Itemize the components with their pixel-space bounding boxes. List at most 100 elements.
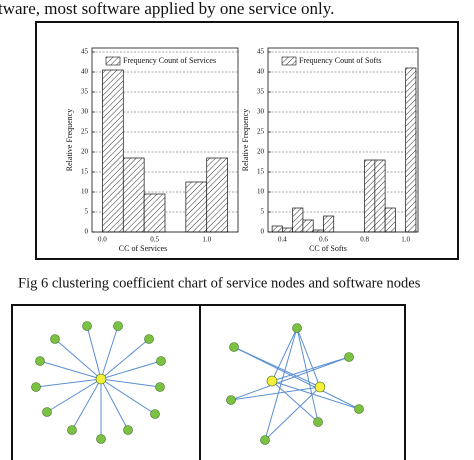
x-tick-label: 1.0 — [401, 236, 410, 244]
y-tick-label: 0 — [85, 228, 89, 236]
edge — [230, 356, 350, 401]
bar — [405, 67, 417, 233]
bar — [384, 207, 396, 233]
node — [42, 407, 52, 417]
y-tick-label: 45 — [81, 48, 89, 56]
node — [344, 352, 354, 362]
edge — [71, 378, 102, 431]
node — [144, 334, 154, 344]
legend-swatch — [281, 56, 297, 66]
x-axis-label: CC of Services — [119, 244, 167, 253]
edge — [271, 380, 360, 410]
edge — [100, 325, 119, 380]
axes-frame — [91, 47, 239, 233]
y-tick-label: 15 — [81, 168, 89, 176]
node — [113, 321, 123, 331]
legend-label: Frequency Count of Softs — [299, 56, 381, 65]
node — [229, 342, 239, 352]
edge — [86, 325, 102, 380]
node — [266, 375, 278, 387]
node — [314, 381, 326, 393]
edge — [264, 327, 298, 441]
node — [226, 395, 236, 405]
edge — [100, 378, 156, 415]
y-axis-label: Relative Frequency — [65, 109, 74, 171]
edge — [271, 380, 319, 423]
edge — [100, 360, 162, 380]
edge — [233, 346, 360, 410]
y-tick-label: 10 — [257, 188, 265, 196]
y-tick-label: 30 — [257, 108, 265, 116]
edge — [100, 378, 161, 388]
node — [50, 334, 60, 344]
node — [150, 409, 160, 419]
node — [82, 321, 92, 331]
edge — [46, 378, 102, 413]
node — [156, 356, 166, 366]
edge — [271, 356, 350, 382]
y-tick-label: 40 — [257, 68, 265, 76]
x-axis-label: CC of Softs — [309, 244, 347, 253]
bar — [364, 159, 376, 233]
bar — [292, 207, 304, 233]
y-tick-label: 35 — [81, 88, 89, 96]
y-tick-label: 35 — [257, 88, 265, 96]
y-tick-label: 40 — [81, 68, 89, 76]
figure-frame — [35, 21, 459, 260]
body-text: tware, most software applied by one serv… — [0, 0, 334, 18]
y-tick-label: 5 — [85, 208, 89, 216]
y-tick-label: 30 — [81, 108, 89, 116]
y-tick-label: 0 — [261, 228, 265, 236]
legend-swatch — [105, 56, 121, 66]
y-tick-label: 25 — [81, 128, 89, 136]
bar — [206, 157, 228, 233]
bar — [374, 159, 386, 233]
node — [31, 382, 41, 392]
edge — [264, 386, 321, 441]
node — [35, 356, 45, 366]
bar — [302, 219, 314, 233]
edge — [54, 338, 102, 380]
bar — [282, 227, 294, 233]
edge — [100, 338, 150, 380]
bar — [143, 193, 166, 233]
x-tick-label: 0.6 — [319, 236, 328, 244]
node — [313, 417, 323, 427]
bar — [185, 181, 208, 233]
y-tick-label: 20 — [81, 148, 89, 156]
network-diagrams — [31, 321, 364, 445]
edge — [35, 378, 102, 388]
x-tick-label: 0.5 — [150, 236, 159, 244]
node — [354, 404, 364, 414]
x-tick-label: 0.4 — [278, 236, 287, 244]
x-tick-label: 1.0 — [202, 236, 211, 244]
bar — [323, 215, 335, 233]
diagram-frame — [199, 304, 406, 460]
node — [95, 373, 107, 385]
axes-frame — [267, 47, 419, 233]
node — [292, 323, 302, 333]
y-tick-label: 20 — [257, 148, 265, 156]
legend-label: Frequency Count of Services — [123, 56, 216, 65]
edge — [230, 386, 321, 401]
bar — [122, 157, 145, 233]
y-tick-label: 25 — [257, 128, 265, 136]
y-axis-label: Relative Frequency — [241, 109, 250, 171]
caption: Fig 6 clustering coefficient chart of se… — [18, 275, 421, 291]
y-tick-label: 10 — [81, 188, 89, 196]
node — [260, 435, 270, 445]
edge — [39, 360, 102, 380]
edge — [296, 327, 319, 423]
edge — [296, 327, 321, 388]
node — [123, 425, 133, 435]
x-tick-label: 0.8 — [360, 236, 369, 244]
edge — [271, 327, 298, 382]
y-tick-label: 45 — [257, 48, 265, 56]
edge — [100, 378, 129, 431]
y-tick-label: 5 — [261, 208, 265, 216]
y-tick-label: 15 — [257, 168, 265, 176]
node — [67, 425, 77, 435]
x-tick-label: 0.0 — [98, 236, 107, 244]
